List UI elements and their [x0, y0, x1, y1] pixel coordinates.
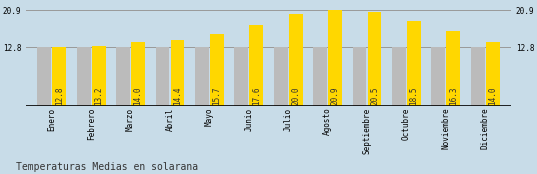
Bar [368, 12, 381, 106]
Bar [353, 47, 366, 106]
Bar [235, 47, 248, 106]
Bar [116, 47, 130, 106]
Text: 17.6: 17.6 [252, 86, 261, 105]
Bar [486, 42, 499, 106]
Text: 20.5: 20.5 [370, 86, 379, 105]
Bar [471, 47, 485, 106]
Text: 20.0: 20.0 [291, 86, 300, 105]
Text: 14.0: 14.0 [488, 86, 497, 105]
Text: 15.7: 15.7 [212, 86, 221, 105]
Text: 20.9: 20.9 [331, 86, 339, 105]
Bar [289, 14, 302, 106]
Bar [131, 42, 145, 106]
Bar [431, 47, 445, 106]
Bar [195, 47, 209, 106]
Bar [171, 40, 184, 106]
Bar [77, 47, 91, 106]
Text: 13.2: 13.2 [94, 86, 103, 105]
Text: 18.5: 18.5 [409, 86, 418, 105]
Text: 14.0: 14.0 [134, 86, 142, 105]
Bar [328, 10, 342, 106]
Bar [407, 21, 421, 106]
Bar [92, 46, 106, 106]
Bar [52, 47, 66, 106]
Bar [38, 47, 51, 106]
Bar [249, 25, 263, 106]
Bar [446, 31, 460, 106]
Text: 16.3: 16.3 [449, 86, 458, 105]
Text: Temperaturas Medias en solarana: Temperaturas Medias en solarana [16, 162, 198, 172]
Text: 14.4: 14.4 [173, 86, 182, 105]
Bar [392, 47, 406, 106]
Bar [274, 47, 288, 106]
Bar [313, 47, 327, 106]
Bar [210, 34, 224, 106]
Text: 12.8: 12.8 [55, 86, 64, 105]
Bar [156, 47, 169, 106]
